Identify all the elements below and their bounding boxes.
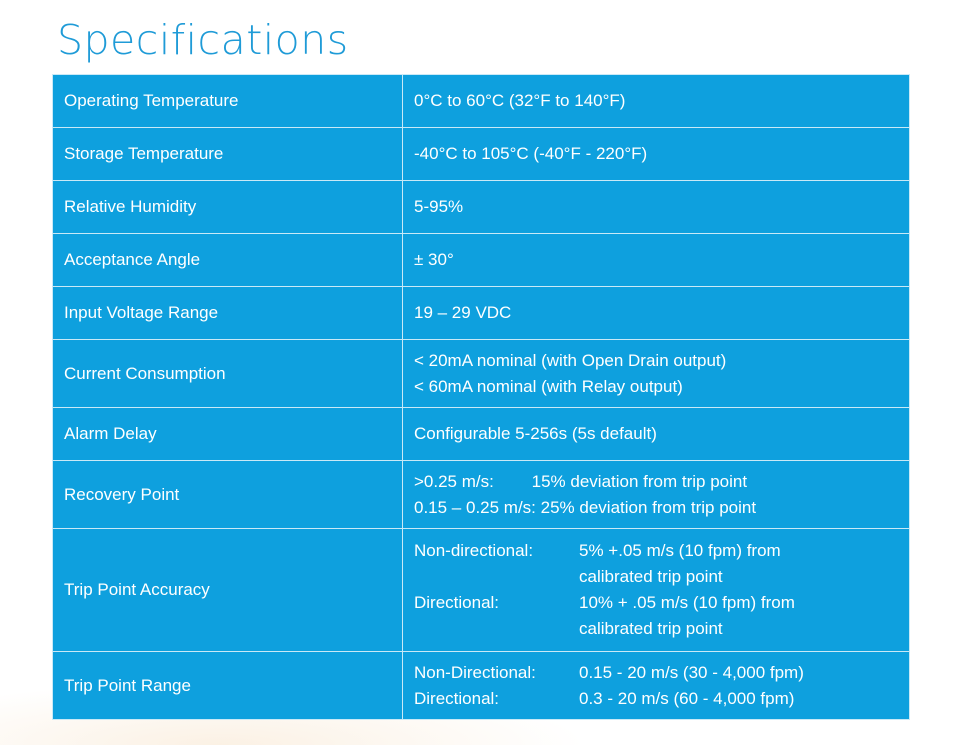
spec-label: Acceptance Angle xyxy=(52,233,403,287)
spec-value-line: < 20mA nominal (with Open Drain output) xyxy=(414,350,727,370)
spec-value: 19 – 29 VDC xyxy=(402,286,910,340)
spec-value-line: 19 – 29 VDC xyxy=(414,303,512,322)
spec-value: 0°C to 60°C (32°F to 140°F) xyxy=(402,74,910,128)
spec-value-line: 0.3 - 20 m/s (60 - 4,000 fpm) xyxy=(579,688,795,708)
spec-value-line: 0°C to 60°C (32°F to 140°F) xyxy=(414,91,626,110)
spec-value-line: Configurable 5-256s (5s default) xyxy=(414,424,657,443)
spec-value-line: 5% +.05 m/s (10 fpm) from xyxy=(579,541,781,560)
spec-subentry-key: Directional: xyxy=(414,593,500,612)
spec-label: Trip Point Range xyxy=(52,651,403,720)
spec-label: Operating Temperature xyxy=(52,74,403,128)
spec-label: Storage Temperature xyxy=(52,127,403,181)
spec-value-line: 5-95% xyxy=(414,197,464,216)
table-row: Relative Humidity 5-95% xyxy=(52,180,910,234)
spec-value-line: ± 30° xyxy=(414,250,454,269)
spec-label: Recovery Point xyxy=(52,460,403,529)
table-row: Trip Point Accuracy Non-directional: 5% … xyxy=(52,528,910,652)
spec-label: Input Voltage Range xyxy=(52,286,403,340)
spec-subentry: Non-Directional: 0.15 - 20 m/s (30 - 4,0… xyxy=(414,660,909,686)
spec-subentry-key: Non-Directional: xyxy=(414,662,536,682)
specifications-table: Operating Temperature 0°C to 60°C (32°F … xyxy=(52,74,910,720)
page-title: Specifications xyxy=(57,16,349,64)
spec-value-line: < 60mA nominal (with Relay output) xyxy=(414,376,683,396)
spec-label: Relative Humidity xyxy=(52,180,403,234)
spec-value-line: >0.25 m/s: 15% deviation from trip point xyxy=(414,471,748,491)
spec-value: ± 30° xyxy=(402,233,910,287)
table-row: Storage Temperature -40°C to 105°C (-40°… xyxy=(52,127,910,181)
spec-value-line: calibrated trip point xyxy=(579,619,723,638)
spec-value-line: calibrated trip point xyxy=(579,567,723,586)
spec-label: Alarm Delay xyxy=(52,407,403,461)
spec-value: 5-95% xyxy=(402,180,910,234)
spec-value-line: 0.15 – 0.25 m/s: 25% deviation from trip… xyxy=(414,497,757,517)
spec-value-line: -40°C to 105°C (-40°F - 220°F) xyxy=(414,144,648,163)
table-row: Current Consumption < 20mA nominal (with… xyxy=(52,339,910,408)
spec-value-line: 10% + .05 m/s (10 fpm) from xyxy=(579,593,795,612)
spec-value: < 20mA nominal (with Open Drain output) … xyxy=(402,339,910,408)
table-row: Input Voltage Range 19 – 29 VDC xyxy=(52,286,910,340)
table-row: Acceptance Angle ± 30° xyxy=(52,233,910,287)
spec-value: Non-Directional: 0.15 - 20 m/s (30 - 4,0… xyxy=(402,651,910,720)
spec-label: Current Consumption xyxy=(52,339,403,408)
table-row: Operating Temperature 0°C to 60°C (32°F … xyxy=(52,74,910,128)
table-row: Alarm Delay Configurable 5-256s (5s defa… xyxy=(52,407,910,461)
spec-value: >0.25 m/s: 15% deviation from trip point… xyxy=(402,460,910,529)
spec-subentry-key: Non-directional: xyxy=(414,541,534,560)
table-row: Trip Point Range Non-Directional: 0.15 -… xyxy=(52,651,910,720)
table-row: Recovery Point >0.25 m/s: 15% deviation … xyxy=(52,460,910,529)
spec-subentry: Non-directional: 5% +.05 m/s (10 fpm) fr… xyxy=(414,538,909,590)
spec-value: Configurable 5-256s (5s default) xyxy=(402,407,910,461)
spec-value: -40°C to 105°C (-40°F - 220°F) xyxy=(402,127,910,181)
spec-subentry-key: Directional: xyxy=(414,688,500,708)
spec-subentry: Directional: 10% + .05 m/s (10 fpm) from… xyxy=(414,590,909,642)
spec-label: Trip Point Accuracy xyxy=(52,528,403,652)
spec-subentry: Directional: 0.3 - 20 m/s (60 - 4,000 fp… xyxy=(414,686,909,712)
spec-value-line: 0.15 - 20 m/s (30 - 4,000 fpm) xyxy=(579,662,804,682)
spec-value: Non-directional: 5% +.05 m/s (10 fpm) fr… xyxy=(402,528,910,652)
